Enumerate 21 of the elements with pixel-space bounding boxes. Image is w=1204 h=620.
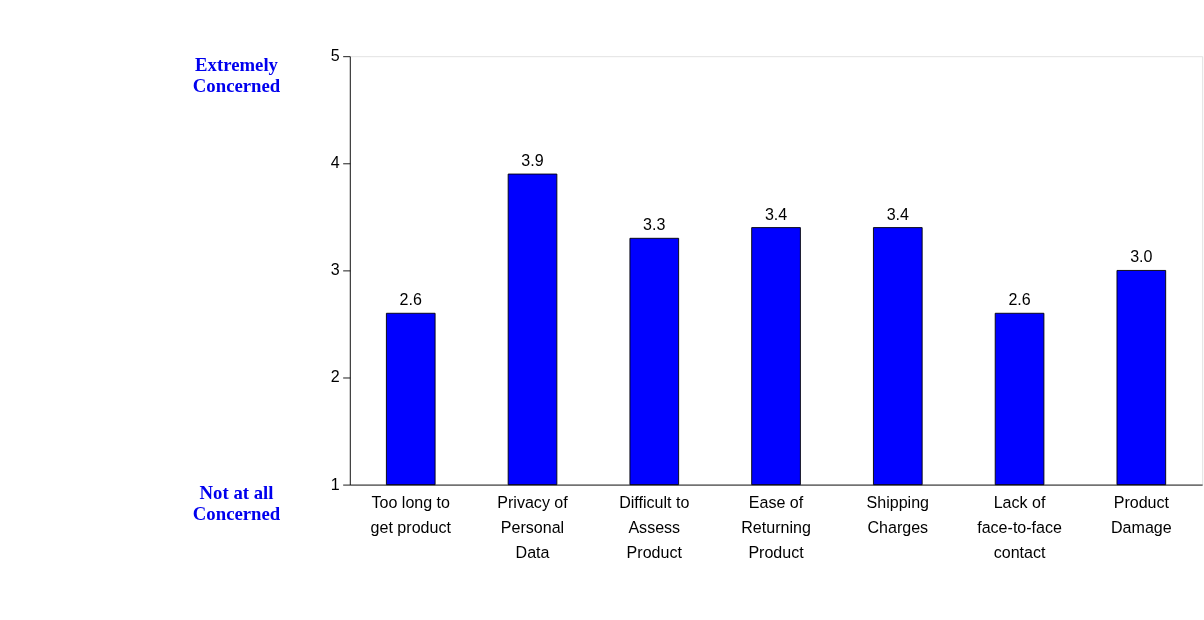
y-tick-label: 3: [330, 260, 340, 279]
data-label: 3.4: [764, 204, 788, 223]
data-label: 3.3: [643, 215, 666, 234]
x-tick-label: Product Damage: [1111, 493, 1172, 537]
x-tick-label: Privacy of Personal Data: [497, 493, 569, 562]
y-tick-label: 5: [330, 46, 340, 65]
y-tick-label: 2: [330, 367, 340, 386]
data-label: 2.6: [1008, 290, 1031, 309]
x-tick-label: Difficult to Assess Product: [619, 493, 690, 562]
data-label: 3.9: [521, 151, 544, 170]
x-tick-label: Too long to get product: [370, 493, 452, 537]
data-label: 2.6: [399, 290, 422, 309]
y-tick-label: 1: [330, 474, 340, 493]
text: Not at all Concerned: [192, 481, 281, 525]
x-tick-label: Ease of Returning Product: [741, 493, 811, 562]
data-label: 3.4: [886, 204, 910, 223]
text: Extremely Concerned: [192, 53, 281, 96]
y-tick-label: 4: [330, 153, 340, 172]
data-label: 3.0: [1130, 247, 1153, 266]
x-tick-label: Lack of face-to-face contact: [977, 493, 1063, 562]
x-tick-label: Shipping Charges: [866, 493, 930, 537]
